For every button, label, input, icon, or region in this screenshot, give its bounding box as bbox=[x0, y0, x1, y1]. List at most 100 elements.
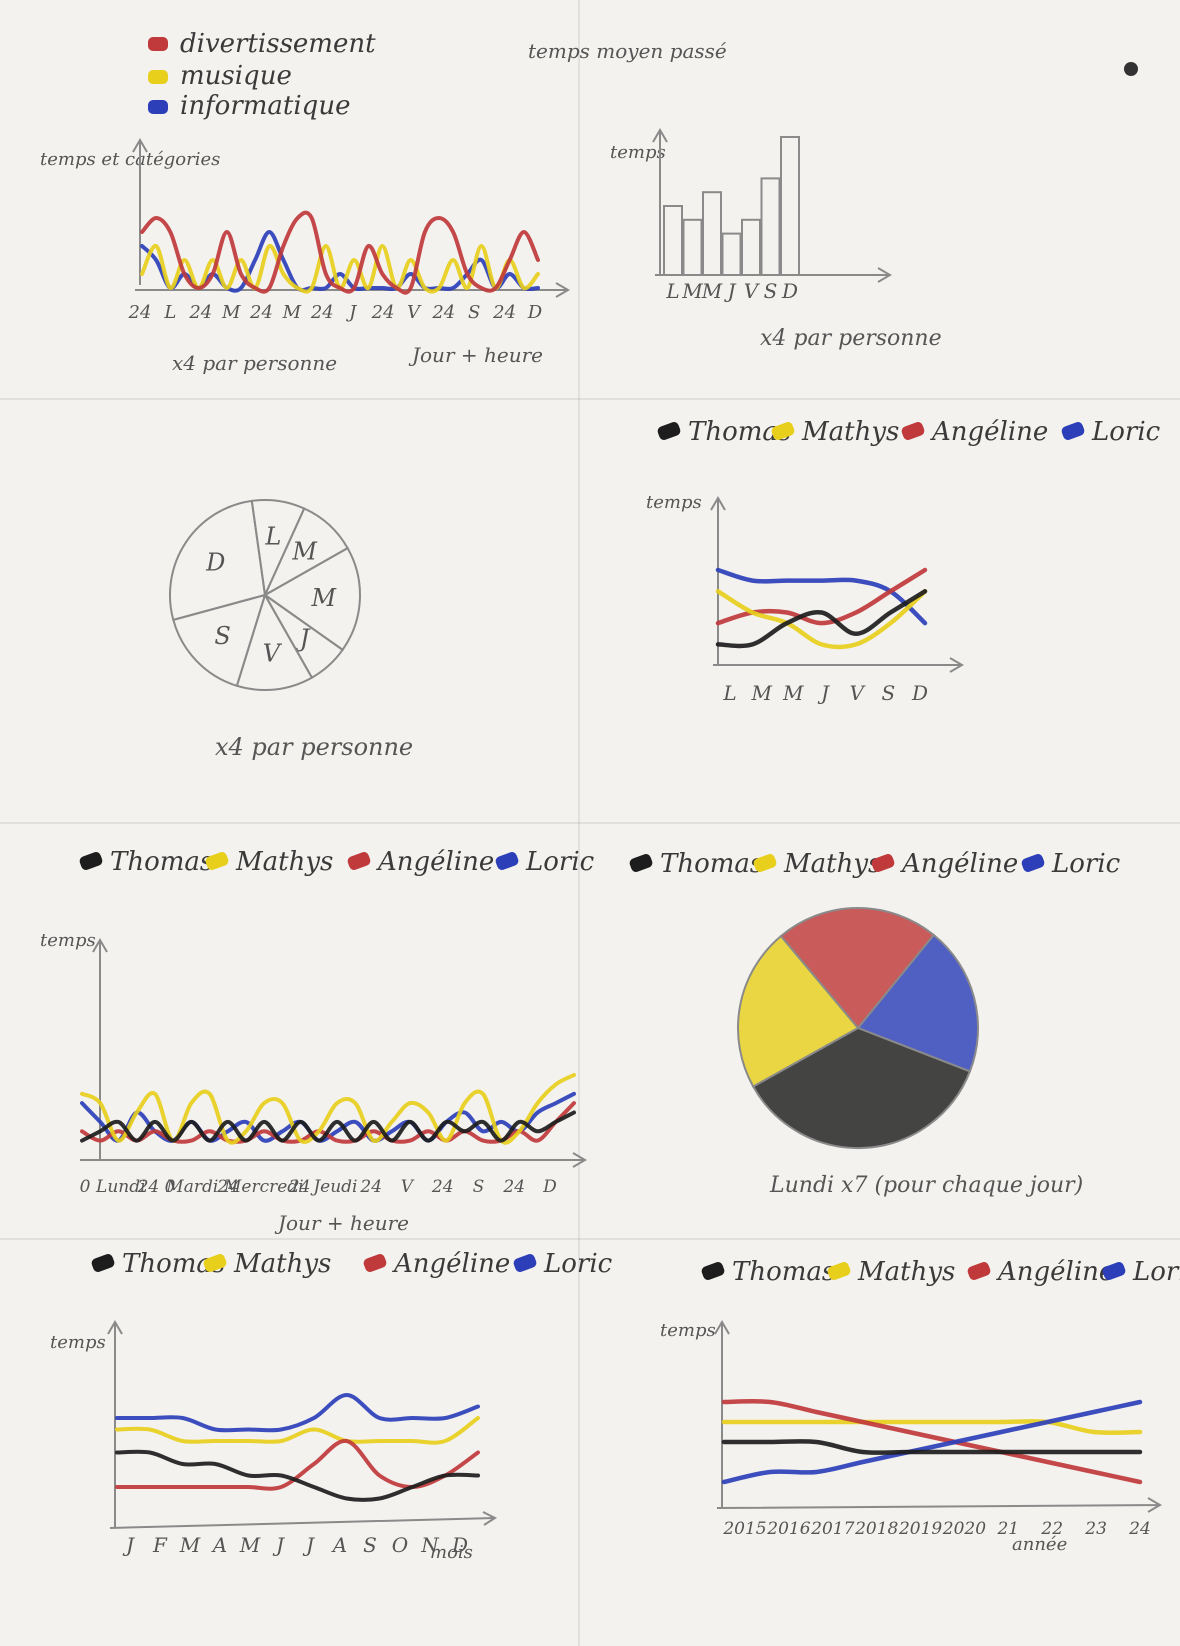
bar-v-4 bbox=[741, 218, 761, 277]
legend-label-thomas: Thomas bbox=[660, 849, 763, 879]
ylabel-temps: temps bbox=[40, 930, 96, 951]
series-group bbox=[80, 1073, 576, 1145]
tick-label: J bbox=[302, 1533, 315, 1557]
legend-label-thomas: Thomas bbox=[110, 847, 213, 877]
tick-label: D bbox=[781, 279, 798, 303]
tick-label: 24 bbox=[431, 1177, 454, 1197]
legend-swatch-loric bbox=[513, 1254, 537, 1272]
tick-label: 24 bbox=[128, 302, 152, 323]
tick-label: V bbox=[849, 681, 866, 705]
tick-label: 21 bbox=[996, 1519, 1019, 1539]
series-line-thomas bbox=[80, 1110, 576, 1143]
tick-label: 0 bbox=[80, 1177, 91, 1197]
tick-label: O bbox=[392, 1533, 408, 1557]
pie-slice-loric-1 bbox=[856, 933, 980, 1073]
series-line-mathys bbox=[721, 1419, 1143, 1435]
fold-line-1 bbox=[0, 398, 1180, 400]
tick-label: 24 bbox=[431, 302, 455, 323]
chart-hourly-category: divertissement musique informatique temp… bbox=[40, 29, 570, 375]
legend-swatch-divertissement bbox=[148, 37, 168, 51]
series-line-loric bbox=[115, 1393, 480, 1433]
tick-label: S bbox=[363, 1533, 377, 1557]
pie-slice-v-4 bbox=[235, 592, 314, 691]
tick-label: J bbox=[272, 1533, 285, 1557]
legend-swatch-angeline bbox=[871, 854, 895, 872]
xlabel-mois: mois bbox=[430, 1542, 473, 1563]
series-line-mathys bbox=[80, 1073, 576, 1145]
tick-label: M bbox=[239, 1533, 261, 1557]
legend-label-loric: Loric bbox=[1051, 849, 1121, 879]
legend-label-mathys: Mathys bbox=[235, 847, 333, 877]
pie-slice-thomas-2 bbox=[751, 1026, 972, 1150]
pie-slice-angeline-0 bbox=[779, 907, 936, 1030]
bar-s-5 bbox=[760, 177, 781, 276]
legend-label-loric: Loric bbox=[1091, 417, 1161, 447]
x-axis bbox=[109, 1511, 498, 1529]
legend-label-mathys: Mathys bbox=[801, 417, 899, 447]
tick-label: J bbox=[723, 279, 736, 303]
tick-label: M bbox=[179, 1533, 201, 1557]
tick-label: Jeudi bbox=[310, 1177, 357, 1197]
tick-label: 2015 bbox=[722, 1519, 766, 1539]
pie-slice-mathys-3 bbox=[737, 934, 860, 1088]
legend-swatch-thomas bbox=[657, 422, 681, 440]
legend-swatch-angeline bbox=[901, 422, 925, 440]
legend-swatch-mathys bbox=[203, 1254, 227, 1272]
tick-label: 2020 bbox=[942, 1519, 986, 1539]
tick-label: M bbox=[750, 681, 772, 705]
legend-swatch-mathys bbox=[753, 854, 777, 872]
series-line-loric bbox=[721, 1399, 1143, 1485]
legend-label-angeline: Angéline bbox=[900, 849, 1018, 879]
bar-d-6 bbox=[780, 136, 800, 276]
series-group bbox=[715, 567, 928, 650]
tick-label: 24 bbox=[288, 1177, 311, 1197]
legend-label-informatique: informatique bbox=[180, 91, 350, 121]
vertical-fold bbox=[578, 0, 580, 1646]
series-group bbox=[721, 1399, 1143, 1485]
legend-swatch-thomas bbox=[79, 852, 103, 870]
legend-swatch-mathys bbox=[827, 1262, 851, 1280]
ink-dot bbox=[1124, 62, 1138, 76]
tick-label: S bbox=[473, 1177, 485, 1197]
legend-category: divertissement musique informatique bbox=[148, 29, 376, 121]
bar-j-3 bbox=[721, 232, 742, 277]
ylabel-category: temps et catégories bbox=[40, 149, 220, 170]
legend-swatch-thomas bbox=[629, 854, 653, 872]
y-axis bbox=[710, 496, 726, 665]
tick-label: 24 bbox=[188, 302, 212, 323]
tick-label: Mardi bbox=[165, 1177, 218, 1197]
ylabel-temps: temps bbox=[660, 1320, 716, 1341]
note-x4: x4 par personne bbox=[215, 733, 413, 761]
tick-label: D bbox=[451, 1533, 468, 1557]
tick-label: 24 bbox=[492, 302, 516, 323]
series-line-thomas bbox=[715, 589, 928, 649]
tick-label: Mercredi bbox=[223, 1177, 304, 1197]
legend-swatch-mathys bbox=[205, 852, 229, 870]
chart-yearly-people: Thomas Mathys Angéline Loric temps 20152016… bbox=[660, 1257, 1180, 1555]
legend-label-thomas: Thomas bbox=[732, 1257, 835, 1287]
tick-label: L bbox=[722, 681, 736, 705]
bars bbox=[663, 136, 800, 277]
tick-label: M bbox=[681, 279, 703, 303]
tick-label: 23 bbox=[1084, 1519, 1107, 1539]
legend-swatch-angeline bbox=[967, 1262, 991, 1280]
y-axis bbox=[652, 128, 668, 275]
tick-label: S bbox=[468, 302, 480, 323]
tick-label: L bbox=[163, 302, 176, 323]
tick-label: J bbox=[345, 302, 358, 323]
legend-label-musique: musique bbox=[180, 61, 292, 91]
fold-line-3 bbox=[0, 1238, 1180, 1240]
legend-swatch-thomas bbox=[701, 1262, 725, 1280]
tick-label: Lundi bbox=[95, 1177, 146, 1197]
tick-label: S bbox=[881, 681, 895, 705]
